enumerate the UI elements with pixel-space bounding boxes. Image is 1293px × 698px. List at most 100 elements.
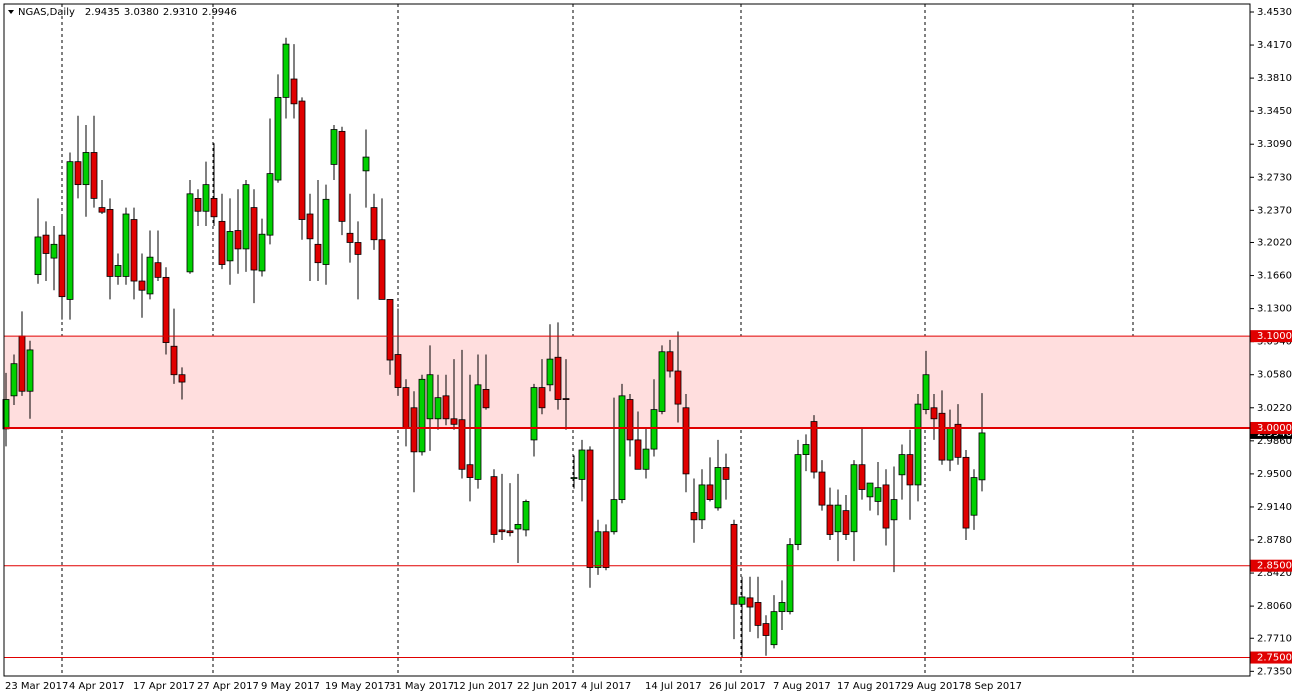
candle-body [626, 399, 634, 441]
candle-body [962, 456, 970, 529]
candle-body [666, 351, 674, 372]
candle-body [762, 623, 770, 636]
candle-body [938, 412, 946, 461]
level-label: 3.1000 [1257, 331, 1292, 342]
candle-body [34, 236, 42, 276]
candle-body [898, 454, 906, 476]
candle-body [426, 374, 434, 420]
candle-body [490, 476, 498, 535]
candle-body [922, 374, 930, 411]
x-tick-label: 29 Aug 2017 [901, 681, 965, 692]
candle-body [506, 530, 514, 534]
candle-body [930, 407, 938, 420]
candle-body [146, 256, 154, 295]
chart-title: NGAS,Daily [18, 7, 75, 18]
level-label: 3.0000 [1257, 423, 1292, 434]
candle-body [522, 501, 530, 531]
candle-body [218, 220, 226, 265]
x-tick-label: 14 Jul 2017 [645, 681, 702, 692]
candle-body [10, 363, 18, 397]
candle-body [138, 280, 146, 291]
level-label-box [1250, 330, 1292, 343]
y-tick-label: 3.1300 [1257, 304, 1292, 315]
candle-body [826, 504, 834, 535]
y-tick-label: 3.3450 [1257, 106, 1292, 117]
candle-body [634, 439, 642, 470]
candle-body [266, 173, 274, 236]
candle-body [314, 243, 322, 264]
y-tick-label: 3.3810 [1257, 73, 1292, 84]
candle-body [386, 299, 394, 361]
candle-body [858, 464, 866, 490]
candle-body [154, 262, 162, 278]
candle-body [194, 198, 202, 212]
candle-body [202, 184, 210, 212]
candle-body [810, 421, 818, 473]
candle-body [362, 156, 370, 172]
level-label: 2.7500 [1257, 653, 1292, 664]
candle-body [122, 213, 130, 277]
candle-body [394, 354, 402, 388]
candle-body [610, 499, 618, 533]
candle-body [818, 471, 826, 506]
candle-body [874, 487, 882, 502]
y-tick-label: 3.0220 [1257, 403, 1292, 414]
candle-body [210, 198, 218, 218]
candle-body [850, 464, 858, 533]
candle-body [914, 403, 922, 486]
y-tick-label: 2.8780 [1257, 535, 1292, 546]
x-tick-label: 27 Apr 2017 [197, 681, 259, 692]
candle-body [946, 427, 954, 461]
candle-body [802, 444, 810, 456]
x-tick-label: 7 Aug 2017 [773, 681, 831, 692]
candle-body [282, 43, 290, 98]
y-tick-label: 2.8060 [1257, 601, 1292, 612]
candle-body [418, 378, 426, 453]
candle-body [82, 152, 90, 186]
y-tick-label: 3.2370 [1257, 205, 1292, 216]
candle-body [594, 531, 602, 568]
x-tick-label: 19 May 2017 [325, 681, 390, 692]
x-tick-label: 26 Jul 2017 [709, 681, 766, 692]
x-tick-label: 22 Jun 2017 [517, 681, 577, 692]
y-tick-label: 3.0580 [1257, 370, 1292, 381]
candle-body [346, 232, 354, 243]
candle-body [298, 100, 306, 220]
symbol-menu-arrow[interactable] [8, 10, 14, 14]
y-tick-label: 2.7710 [1257, 633, 1292, 644]
candle-body [530, 387, 538, 441]
candle-body [170, 345, 178, 376]
candle-body [618, 395, 626, 500]
candle-body [250, 207, 258, 271]
x-tick-label: 23 Mar 2017 [5, 681, 68, 692]
candle-body [730, 523, 738, 605]
candle-body [538, 387, 546, 409]
candle-body [378, 239, 386, 300]
candle-body [66, 161, 74, 300]
y-tick-label: 2.7350 [1257, 666, 1292, 677]
candle-body [890, 499, 898, 521]
candle-body [602, 531, 610, 568]
candle-body [330, 129, 338, 165]
x-tick-label: 4 Jul 2017 [581, 681, 631, 692]
header-value: 2.9310 [163, 7, 198, 18]
candle-body [738, 596, 746, 605]
candle-body [562, 398, 570, 400]
x-tick-label: 4 Apr 2017 [69, 681, 124, 692]
y-tick-label: 3.1660 [1257, 271, 1292, 282]
candle-body [978, 432, 986, 481]
candle-body [706, 484, 714, 500]
level-label-box [1250, 651, 1292, 664]
y-tick-label: 3.2730 [1257, 172, 1292, 183]
candle-body [586, 449, 594, 568]
x-tick-label: 8 Sep 2017 [965, 681, 1022, 692]
y-tick-label: 3.4530 [1257, 7, 1292, 18]
candle-body [970, 477, 978, 516]
candle-body [18, 335, 26, 392]
y-tick-label: 3.3090 [1257, 139, 1292, 150]
candle-body [794, 454, 802, 545]
y-tick-label: 3.2020 [1257, 237, 1292, 248]
candle-body [226, 231, 234, 262]
candle-body [178, 374, 186, 383]
candle-body [434, 397, 442, 420]
